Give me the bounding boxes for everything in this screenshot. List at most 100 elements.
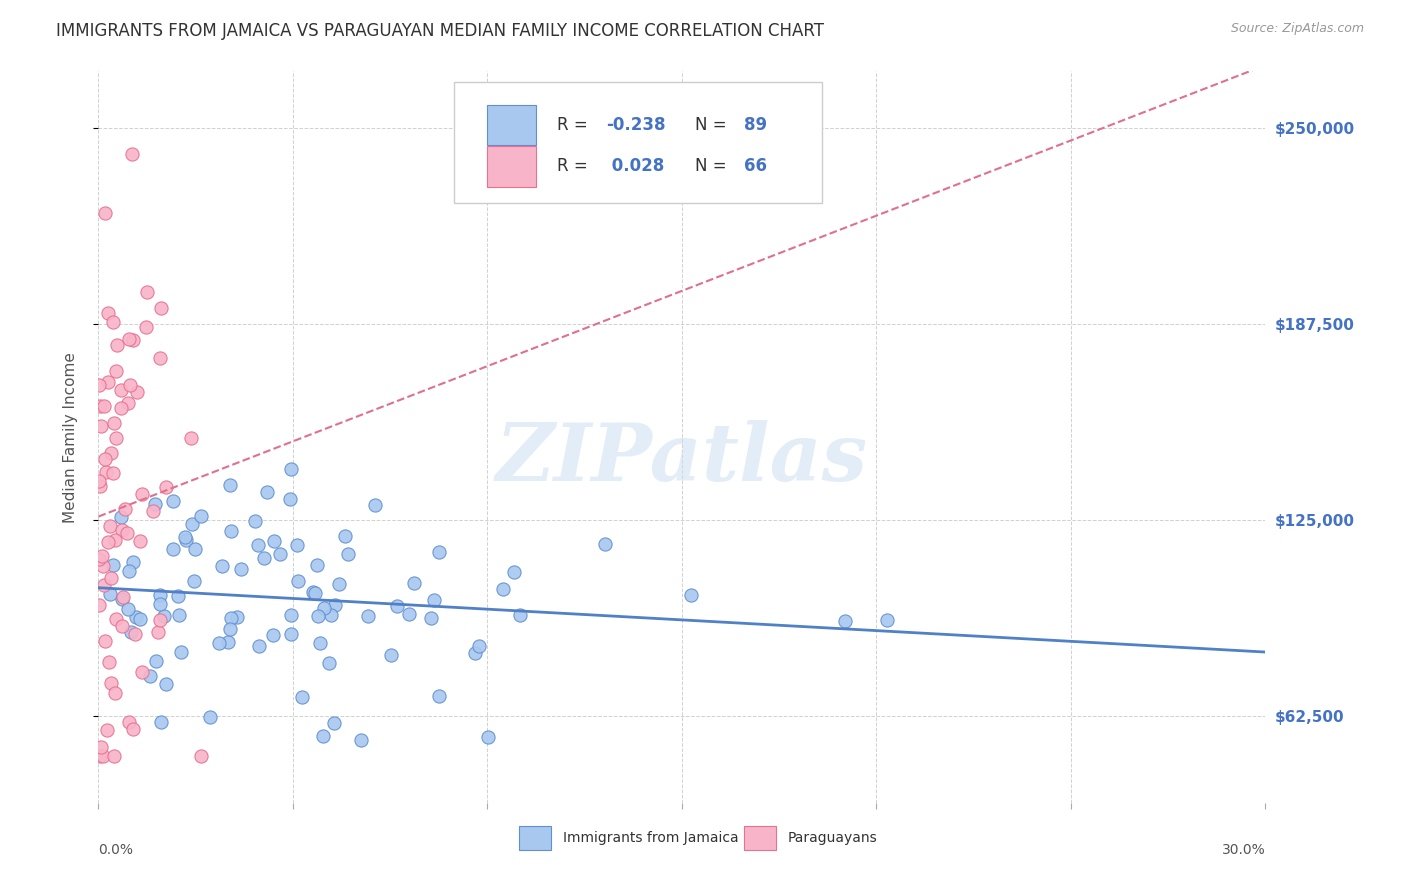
Point: [217, 635, 239, 649]
Point: [225, 610, 247, 624]
Point: [149, 351, 172, 366]
Point: [97, 535, 120, 549]
Point: [100, 571, 122, 585]
Point: [90, 418, 112, 433]
Point: [183, 541, 205, 556]
Point: [312, 600, 335, 615]
Point: [111, 523, 134, 537]
Point: [398, 607, 420, 622]
Point: [131, 665, 153, 679]
Point: [162, 541, 184, 556]
Point: [167, 607, 190, 622]
Point: [146, 624, 169, 639]
FancyBboxPatch shape: [744, 826, 776, 849]
Point: [350, 733, 373, 747]
Point: [118, 715, 141, 730]
Point: [110, 591, 132, 606]
Text: IMMIGRANTS FROM JAMAICA VS PARAGUAYAN MEDIAN FAMILY INCOME CORRELATION CHART: IMMIGRANTS FROM JAMAICA VS PARAGUAYAN ME…: [56, 22, 824, 40]
Point: [93, 399, 115, 413]
Point: [208, 636, 231, 650]
Point: [94, 206, 117, 220]
Point: [280, 607, 302, 622]
Point: [105, 612, 128, 626]
Point: [100, 676, 122, 690]
Point: [87, 552, 110, 566]
Point: [150, 301, 173, 315]
Point: [98, 587, 121, 601]
Point: [97, 375, 120, 389]
Point: [107, 338, 129, 352]
Point: [103, 558, 125, 572]
Point: [280, 627, 302, 641]
Point: [291, 690, 314, 705]
Point: [149, 588, 172, 602]
Point: [121, 146, 143, 161]
Point: [96, 723, 118, 737]
Point: [198, 709, 221, 723]
Point: [307, 608, 329, 623]
Text: -0.238: -0.238: [606, 116, 665, 134]
Point: [103, 467, 125, 481]
Text: 0.0%: 0.0%: [98, 843, 134, 857]
Point: [333, 528, 356, 542]
Point: [463, 646, 485, 660]
Point: [679, 588, 702, 602]
Point: [103, 417, 125, 431]
Point: [91, 558, 114, 573]
Point: [110, 383, 132, 397]
Point: [173, 530, 195, 544]
Point: [131, 487, 153, 501]
Point: [357, 609, 380, 624]
Point: [117, 395, 139, 409]
Point: [97, 655, 120, 669]
Point: [87, 475, 110, 489]
Point: [89, 598, 111, 612]
Point: [509, 608, 531, 623]
Point: [492, 582, 515, 596]
Point: [142, 504, 165, 518]
Point: [125, 610, 148, 624]
Point: [135, 319, 157, 334]
Point: [98, 518, 121, 533]
FancyBboxPatch shape: [486, 146, 536, 186]
Point: [114, 502, 136, 516]
Point: [139, 669, 162, 683]
Point: [287, 574, 309, 588]
Point: [93, 452, 115, 467]
FancyBboxPatch shape: [454, 82, 823, 203]
Point: [117, 601, 139, 615]
FancyBboxPatch shape: [486, 104, 536, 145]
Point: [149, 613, 172, 627]
Text: R =: R =: [557, 116, 593, 134]
Point: [94, 633, 117, 648]
Point: [105, 431, 128, 445]
Point: [91, 748, 114, 763]
Point: [183, 574, 205, 588]
Point: [122, 722, 145, 736]
Text: 30.0%: 30.0%: [1222, 843, 1265, 857]
Point: [319, 607, 342, 622]
Text: Immigrants from Jamaica: Immigrants from Jamaica: [562, 831, 738, 845]
Point: [167, 589, 190, 603]
Point: [190, 508, 212, 523]
Point: [104, 686, 127, 700]
Text: N =: N =: [695, 158, 731, 176]
Point: [302, 585, 325, 599]
Point: [89, 378, 111, 392]
Point: [170, 645, 193, 659]
Point: [876, 613, 898, 627]
Point: [190, 748, 212, 763]
Point: [136, 285, 159, 300]
Y-axis label: Median Family Income: Median Family Income: [63, 351, 77, 523]
Point: [143, 497, 166, 511]
Point: [219, 524, 242, 538]
Point: [256, 484, 278, 499]
Point: [328, 576, 350, 591]
Point: [162, 493, 184, 508]
Point: [149, 597, 172, 611]
Point: [363, 498, 385, 512]
Point: [285, 538, 308, 552]
Point: [90, 549, 112, 563]
Text: Paraguayans: Paraguayans: [789, 831, 877, 845]
Point: [468, 639, 491, 653]
